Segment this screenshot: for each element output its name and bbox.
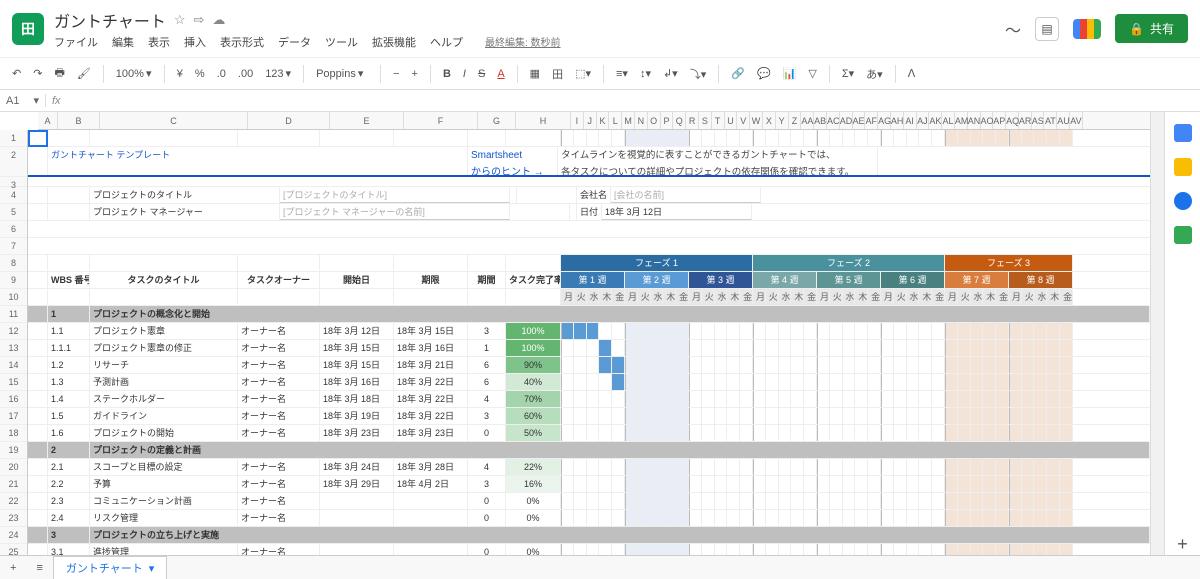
link-icon[interactable]: 🔗: [727, 65, 749, 82]
input-tools-icon[interactable]: あ▾: [862, 64, 887, 84]
rotate-icon[interactable]: ⤵▾: [686, 64, 711, 84]
last-edit[interactable]: 最終編集: 数秒前: [485, 34, 561, 50]
dec-decrease[interactable]: .0: [213, 66, 230, 82]
fill-color-icon[interactable]: ▦: [526, 65, 544, 82]
activity-icon[interactable]: 〜: [1005, 17, 1021, 41]
column-headers: ABCDEFGHIJKLMNOPQRSTUVWXYZAAABACADAEAFAG…: [38, 112, 1150, 130]
font-select[interactable]: Poppins ▾: [312, 65, 372, 82]
side-panel: +: [1164, 112, 1200, 555]
sheet-tab[interactable]: ガントチャート▾: [53, 556, 167, 579]
app-header: 田 ガントチャート ☆ ⇨ ☁ ファイル 編集 表示 挿入 表示形式 データ ツ…: [0, 0, 1200, 58]
name-box[interactable]: A1▾: [0, 94, 46, 107]
formula-bar: A1▾ fx: [0, 90, 1200, 112]
menu-data[interactable]: データ: [278, 34, 311, 50]
wrap-icon[interactable]: ↲▾: [659, 65, 682, 82]
functions-icon[interactable]: Σ▾: [838, 65, 858, 82]
toolbar-expand-icon[interactable]: ᐱ: [904, 65, 920, 82]
merge-icon[interactable]: ⬚▾: [571, 65, 595, 82]
menu-help[interactable]: ヘルプ: [430, 34, 463, 50]
borders-icon[interactable]: 田: [548, 64, 567, 84]
tasks-icon[interactable]: [1174, 192, 1192, 210]
row-headers: 1234567891011121314151617181920212223242…: [0, 130, 28, 555]
sheet-tabs: + ≡ ガントチャート▾: [0, 555, 1200, 579]
menu-view[interactable]: 表示: [148, 34, 170, 50]
menu-tools[interactable]: ツール: [325, 34, 358, 50]
keep-icon[interactable]: [1174, 158, 1192, 176]
percent-button[interactable]: %: [191, 66, 209, 82]
spreadsheet[interactable]: ABCDEFGHIJKLMNOPQRSTUVWXYZAAABACADAEAFAG…: [0, 112, 1150, 555]
menu-extensions[interactable]: 拡張機能: [372, 34, 416, 50]
font-size-dec[interactable]: −: [389, 66, 403, 82]
contacts-icon[interactable]: [1174, 226, 1192, 244]
vertical-scrollbar[interactable]: [1150, 112, 1164, 555]
all-sheets-icon[interactable]: ≡: [26, 562, 52, 574]
lock-icon: 🔒: [1129, 22, 1144, 36]
meet-icon[interactable]: [1073, 19, 1101, 39]
currency-button[interactable]: ¥: [173, 66, 187, 82]
comments-icon[interactable]: ▤: [1035, 17, 1059, 41]
comment-icon[interactable]: 💬: [753, 65, 775, 82]
menu-insert[interactable]: 挿入: [184, 34, 206, 50]
add-addon-icon[interactable]: +: [1177, 534, 1188, 555]
fx-label: fx: [46, 95, 67, 107]
strike-button[interactable]: S: [474, 66, 489, 82]
tab-menu-icon[interactable]: ▾: [149, 562, 155, 575]
calendar-icon[interactable]: [1174, 124, 1192, 142]
menu-edit[interactable]: 編集: [112, 34, 134, 50]
cloud-status-icon: ☁: [212, 12, 225, 28]
print-icon[interactable]: 🖶: [50, 62, 68, 85]
valign-icon[interactable]: ↕▾: [636, 65, 655, 82]
menu-file[interactable]: ファイル: [54, 34, 98, 50]
menu-bar: ファイル 編集 表示 挿入 表示形式 データ ツール 拡張機能 ヘルプ 最終編集…: [54, 34, 561, 50]
add-sheet-icon[interactable]: +: [0, 562, 26, 574]
text-color-button[interactable]: A: [493, 66, 508, 82]
zoom-select[interactable]: 100% ▾: [112, 65, 156, 82]
share-button[interactable]: 🔒 共有: [1115, 14, 1188, 43]
font-size-inc[interactable]: +: [408, 66, 422, 82]
cells-area[interactable]: ガントチャート テンプレートSmartsheetからのヒント →タイムラインを視…: [28, 130, 1150, 555]
italic-button[interactable]: I: [459, 66, 470, 82]
doc-title[interactable]: ガントチャート: [54, 8, 166, 32]
undo-icon[interactable]: ↶: [8, 65, 25, 82]
star-icon[interactable]: ☆: [174, 12, 186, 28]
bold-button[interactable]: B: [439, 66, 455, 82]
redo-icon[interactable]: ↷: [29, 65, 46, 82]
sheets-logo-icon: 田: [12, 13, 44, 45]
toolbar: ↶ ↷ 🖶 🖌 100% ▾ ¥ % .0 .00 123▾ Poppins ▾…: [0, 58, 1200, 90]
chart-icon[interactable]: 📊: [779, 65, 801, 82]
number-format[interactable]: 123▾: [261, 65, 295, 82]
menu-format[interactable]: 表示形式: [220, 34, 264, 50]
filter-icon[interactable]: ▽: [804, 65, 820, 82]
move-folder-icon[interactable]: ⇨: [194, 12, 205, 28]
dec-increase[interactable]: .00: [234, 66, 257, 82]
halign-icon[interactable]: ≡▾: [612, 65, 632, 82]
paint-format-icon[interactable]: 🖌: [73, 65, 95, 82]
